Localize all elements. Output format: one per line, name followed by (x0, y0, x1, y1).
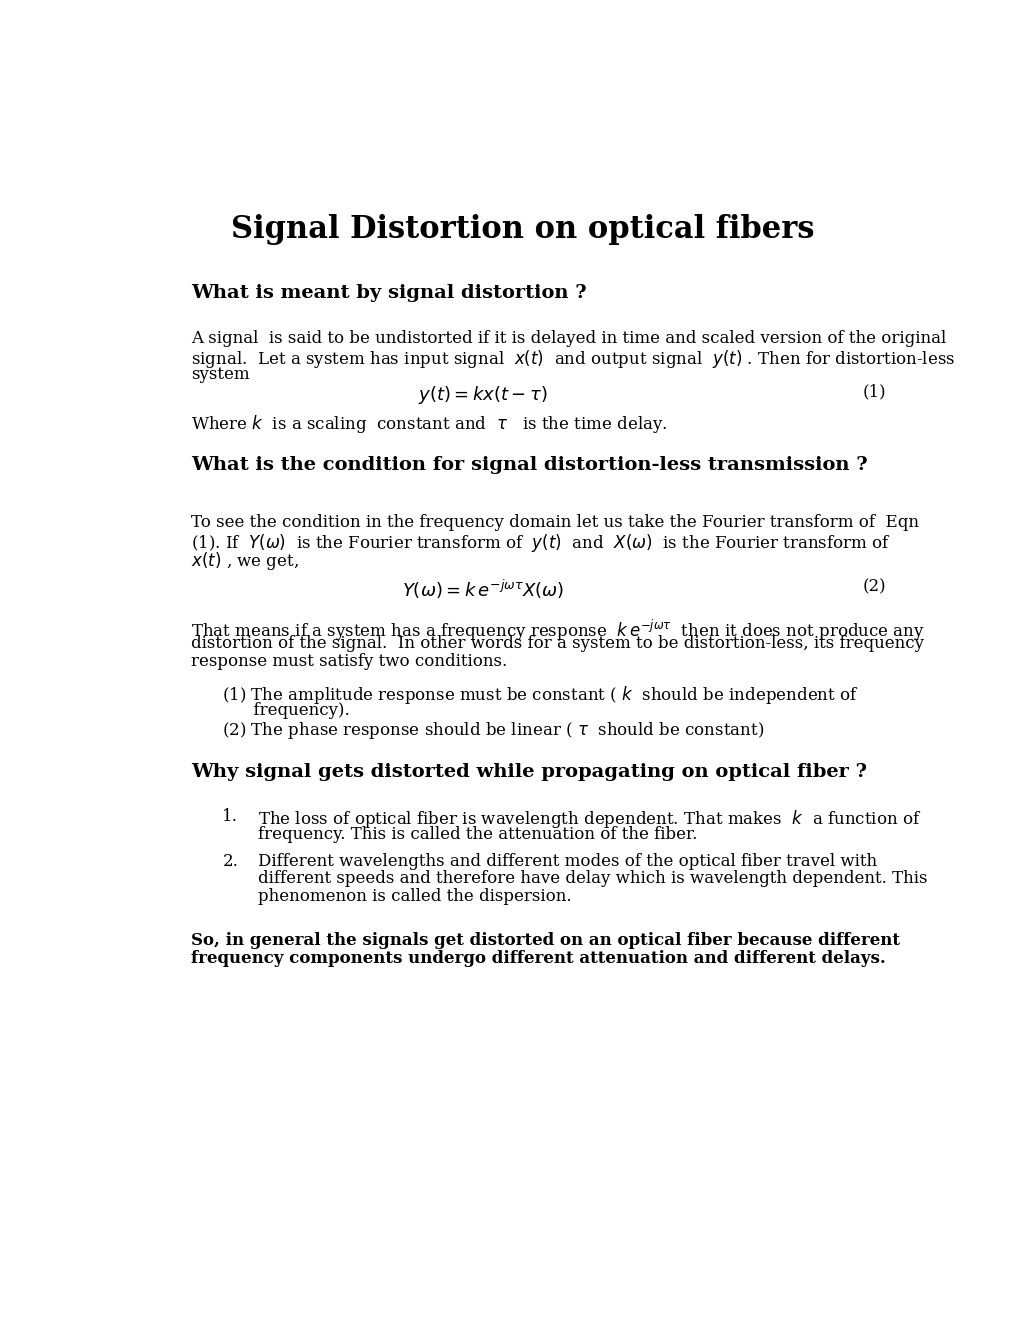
Text: Signal Distortion on optical fibers: Signal Distortion on optical fibers (230, 214, 814, 246)
Text: $y(t) = kx(t-\tau)$: $y(t) = kx(t-\tau)$ (418, 384, 547, 405)
Text: That means if a system has a frequency response  $k\,e^{-j\omega\tau}$  then it : That means if a system has a frequency r… (191, 618, 923, 643)
Text: 1.: 1. (222, 808, 238, 825)
Text: Where $k$  is a scaling  constant and  $\tau$   is the time delay.: Where $k$ is a scaling constant and $\ta… (191, 413, 666, 436)
Text: (1). If  $Y(\omega)$  is the Fourier transform of  $y(t)$  and  $X(\omega)$  is : (1). If $Y(\omega)$ is the Fourier trans… (191, 532, 890, 554)
Text: 2.: 2. (222, 853, 238, 870)
Text: A signal  is said to be undistorted if it is delayed in time and scaled version : A signal is said to be undistorted if it… (191, 330, 945, 347)
Text: frequency).: frequency). (222, 701, 350, 718)
Text: Why signal gets distorted while propagating on optical fiber ?: Why signal gets distorted while propagat… (191, 763, 866, 781)
Text: What is the condition for signal distortion-less transmission ?: What is the condition for signal distort… (191, 457, 866, 474)
Text: frequency components undergo different attenuation and different delays.: frequency components undergo different a… (191, 950, 884, 966)
Text: system: system (191, 366, 249, 383)
Text: response must satisfy two conditions.: response must satisfy two conditions. (191, 653, 506, 671)
Text: (1) The amplitude response must be constant ( $k$  should be independent of: (1) The amplitude response must be const… (222, 684, 858, 706)
Text: $x(t)$ , we get,: $x(t)$ , we get, (191, 550, 299, 572)
Text: To see the condition in the frequency domain let us take the Fourier transform o: To see the condition in the frequency do… (191, 513, 918, 531)
Text: The loss of optical fiber is wavelength dependent. That makes  $k$  a function o: The loss of optical fiber is wavelength … (258, 808, 920, 830)
Text: (1): (1) (862, 384, 886, 401)
Text: Different wavelengths and different modes of the optical fiber travel with: Different wavelengths and different mode… (258, 853, 876, 870)
Text: So, in general the signals get distorted on an optical fiber because different: So, in general the signals get distorted… (191, 932, 899, 949)
Text: distortion of the signal.  In other words for a system to be distortion-less, it: distortion of the signal. In other words… (191, 635, 923, 652)
Text: frequency. This is called the attenuation of the fiber.: frequency. This is called the attenuatio… (258, 826, 697, 843)
Text: (2) The phase response should be linear ( $\tau$  should be constant): (2) The phase response should be linear … (222, 719, 764, 741)
Text: signal.  Let a system has input signal  $x(t)$  and output signal  $y(t)$ . Then: signal. Let a system has input signal $x… (191, 348, 954, 370)
Text: What is meant by signal distortion ?: What is meant by signal distortion ? (191, 284, 586, 302)
Text: (2): (2) (862, 578, 886, 595)
Text: different speeds and therefore have delay which is wavelength dependent. This: different speeds and therefore have dela… (258, 870, 926, 887)
Text: phenomenon is called the dispersion.: phenomenon is called the dispersion. (258, 888, 571, 906)
Text: $Y(\omega) = k\, e^{-j\omega\tau} X(\omega)$: $Y(\omega) = k\, e^{-j\omega\tau} X(\ome… (401, 578, 564, 602)
